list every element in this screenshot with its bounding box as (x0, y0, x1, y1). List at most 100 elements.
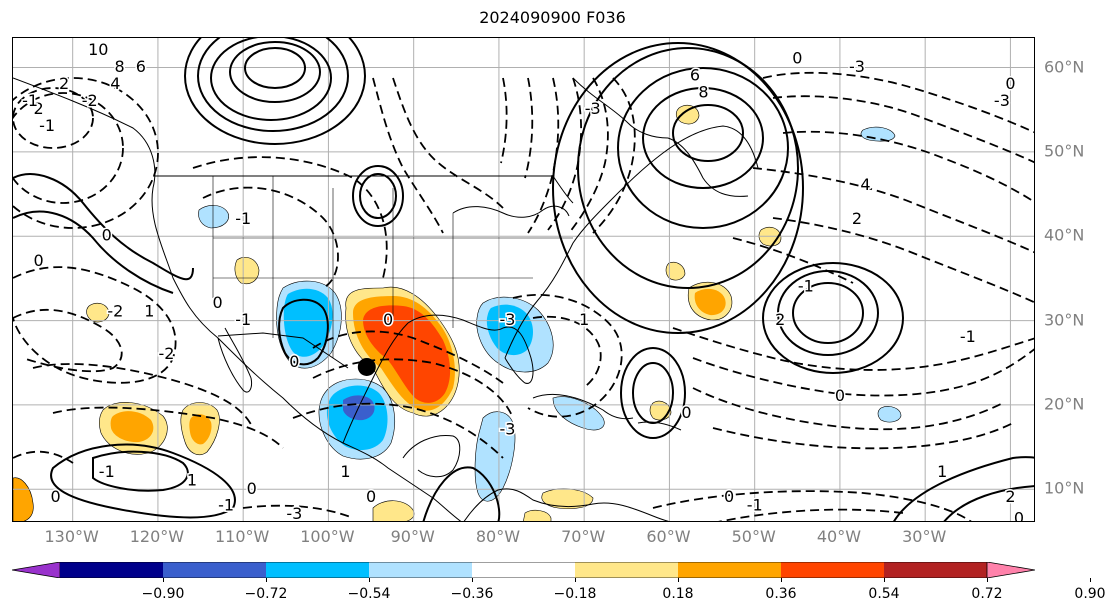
colorbar-tickmark (575, 578, 576, 582)
contour-label: 0 (792, 49, 802, 68)
latitude-label: 40°N (1044, 225, 1085, 245)
shade-positive-atlantic-3 (665, 261, 686, 281)
colorbar-tick-label: −0.72 (244, 586, 288, 602)
contour-high-ne-5 (672, 104, 744, 162)
contour-label: 8 (698, 82, 708, 101)
contour-low-east-6 (500, 77, 508, 164)
contour-low-west-3 (32, 363, 254, 429)
contour-low-caribbean-2 (532, 315, 602, 389)
longitude-label: 30°W (902, 527, 947, 546)
contour-west-nw-1 (13, 173, 194, 281)
shade-positive-atlantic-4 (649, 400, 672, 421)
contour-label: -1 (747, 496, 763, 515)
contour-label: -3 (994, 91, 1010, 110)
contour-west-nw-2 (13, 210, 174, 294)
contour-label: 4 (860, 175, 870, 194)
contour-label: 0 (1014, 508, 1024, 522)
contours-dashed (13, 71, 1034, 521)
contour-high-nw-1 (210, 38, 332, 121)
coastline-great-lakes (452, 205, 570, 218)
contour-low-mid-2 (372, 77, 444, 234)
longitude-label: 60°W (646, 527, 691, 546)
graticule (13, 38, 1034, 521)
colorbar-bin (266, 562, 370, 578)
contour-low-east-1 (592, 77, 636, 234)
colorbar-tickmark (678, 578, 679, 582)
colorbar-bin (575, 562, 679, 578)
contour-label: 1 (937, 462, 947, 481)
shade-positive-pacific-2-mid (189, 414, 212, 445)
contour-label: 6 (136, 57, 146, 76)
map-title: 2024090900 F036 (479, 8, 626, 27)
colorbar-tick-label: −0.90 (141, 586, 185, 602)
contour-high-ne-4 (552, 42, 804, 334)
contour-texas-2 (359, 173, 397, 219)
contour-atl-south-2 (692, 348, 1034, 397)
contour-label: -1 (960, 327, 976, 346)
contours-solid (13, 38, 1034, 521)
shade-positive-pacific-1-mid (110, 411, 154, 443)
colorbar-tickmark (266, 578, 267, 582)
contour-label: -3 (585, 99, 601, 118)
colorbar-bin (163, 562, 267, 578)
colorbar (12, 562, 1035, 578)
coastline-north-america-west (13, 77, 462, 521)
contour-label: -1 (218, 496, 234, 515)
contour-low-west-2 (13, 308, 123, 373)
contour-high-nw-2 (197, 38, 349, 132)
contour-low-east-2 (568, 77, 609, 234)
colorbar-tick-label: 0.54 (868, 586, 900, 602)
contour-low-west-1 (13, 266, 177, 384)
contour-label: 10 (88, 40, 108, 59)
contour-low-mid-1 (392, 77, 504, 209)
longitude-label: 70°W (561, 527, 606, 546)
contour-pacific-bottom-1 (50, 443, 236, 519)
colorbar-bin (60, 562, 164, 578)
contour-label: -1 (235, 310, 251, 329)
colorbar-tickmark (1090, 578, 1091, 582)
shade-negative-west-us (198, 205, 229, 229)
contour-label: 0 (51, 487, 61, 506)
contour-label: -1 (798, 276, 814, 295)
contour-label: -1 (235, 209, 251, 228)
contour-low-gulf-3 (292, 402, 504, 459)
shade-positive-bottom-1 (372, 500, 415, 521)
contour-label: -1 (22, 91, 38, 110)
contour-label: -3 (499, 420, 515, 439)
shade-positive-pacific-3 (86, 302, 110, 323)
contour-low-east-5 (524, 77, 534, 179)
contour-label: -1 (99, 462, 115, 481)
shade-positive-atlantic-1-mid (694, 288, 726, 316)
longitude-label: 50°W (731, 527, 776, 546)
colorbar-bin (678, 562, 782, 578)
contour-low-nw-3 (13, 87, 94, 149)
contour-label: 6 (690, 65, 700, 84)
latitude-label: 10°N (1044, 478, 1085, 498)
colorbar-bin (781, 562, 885, 578)
contour-high-atl-1 (792, 282, 864, 344)
contour-bottom-east-2 (718, 508, 904, 521)
coastline-gulf (342, 314, 534, 444)
contour-texas (352, 165, 404, 227)
colorbar-tick-label: −0.54 (347, 586, 391, 602)
coastline-yucatan (402, 434, 461, 478)
contour-atl-south-3 (692, 387, 1004, 431)
contour-high-nw-4 (229, 41, 321, 103)
contour-low-east-3 (547, 77, 582, 231)
shade-positive-sw-corner (13, 477, 34, 521)
contour-atl-south-4 (712, 422, 1014, 450)
colorbar-bin (472, 562, 576, 578)
contour-label: 2 (775, 310, 785, 329)
coastline-east-us (504, 125, 759, 359)
contour-high-ne-3 (577, 47, 799, 289)
contour-low-east-4 (527, 77, 560, 234)
contour-bottom-west-1 (13, 450, 74, 464)
border-us-canada (153, 175, 574, 204)
contour-label: 8 (114, 57, 124, 76)
contour-low-nw-2 (13, 77, 159, 229)
contour-label: -2 (107, 302, 123, 321)
longitude-label: 130°W (44, 527, 99, 546)
contour-high-nw-5 (244, 47, 306, 89)
colorbar-tick-label: 0.36 (765, 586, 797, 602)
contour-low-gulf-2 (312, 358, 514, 419)
